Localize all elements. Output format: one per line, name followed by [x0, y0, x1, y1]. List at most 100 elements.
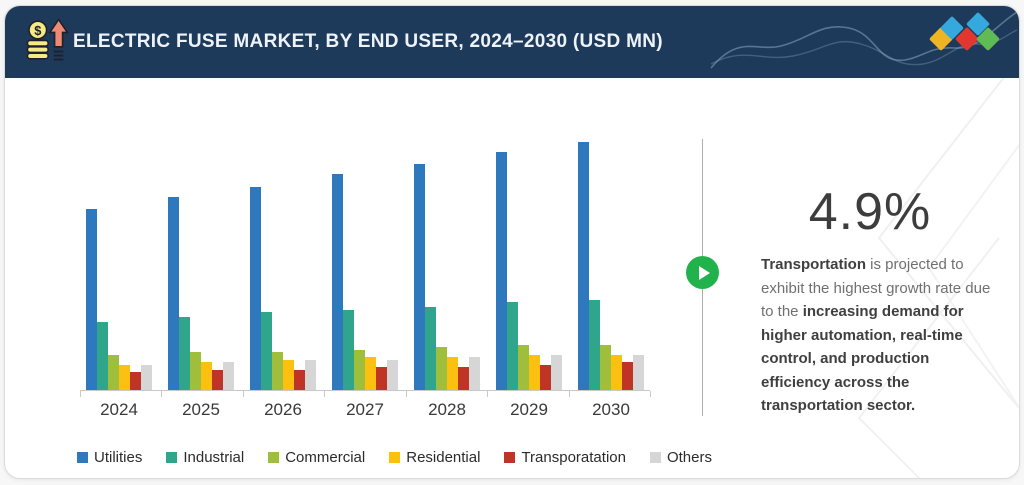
bar-commercial-2027: [354, 349, 365, 390]
bar-residential-2024: [119, 364, 130, 390]
header-bar: $ ELECTRIC FUSE MARKET, BY END USER, 202…: [5, 6, 1019, 78]
bar-others-2024: [141, 364, 152, 390]
bar-group-2026: [250, 139, 316, 390]
bar-industrial-2027: [343, 309, 354, 390]
bar-group-2027: [332, 139, 398, 390]
bar-transporatation-2028: [458, 367, 469, 390]
x-axis-label-2030: 2030: [592, 400, 630, 419]
bar-utilities-2027: [332, 174, 343, 390]
x-axis-label-2027: 2027: [346, 400, 384, 419]
bar-residential-2027: [365, 357, 376, 390]
legend-item-industrial: Industrial: [166, 449, 244, 466]
bar-commercial-2026: [272, 352, 283, 390]
x-axis-label-2028: 2028: [428, 400, 466, 419]
bar-transporatation-2027: [376, 367, 387, 390]
bar-residential-2030: [611, 354, 622, 390]
logo-diamond: [955, 27, 979, 51]
bar-others-2029: [551, 354, 562, 390]
infographic-card: $ ELECTRIC FUSE MARKET, BY END USER, 202…: [4, 5, 1020, 479]
bar-residential-2028: [447, 357, 458, 390]
bar-utilities-2028: [414, 164, 425, 390]
legend-item-utilities: Utilities: [77, 449, 142, 466]
legend-item-transporatation: Transporatation: [504, 449, 626, 466]
bar-chart-plot: [80, 139, 650, 391]
wave-decoration: [710, 11, 1018, 69]
legend-label: Residential: [406, 449, 481, 466]
bar-group-2025: [168, 139, 234, 390]
logo-diamond: [940, 16, 964, 40]
legend-item-residential: Residential: [389, 449, 480, 466]
brand-logo-diamonds: [929, 12, 1000, 51]
x-axis-label-2024: 2024: [100, 400, 138, 419]
legend-item-commercial: Commercial: [268, 449, 365, 466]
bar-others-2025: [223, 362, 234, 390]
play-button[interactable]: [686, 256, 719, 289]
bar-utilities-2024: [86, 209, 97, 390]
x-axis-label-2025: 2025: [182, 400, 220, 419]
legend-swatch: [504, 452, 516, 463]
insight-text: Transportation is projected to exhibit t…: [761, 256, 991, 414]
x-axis-label-2029: 2029: [510, 400, 548, 419]
bar-utilities-2030: [578, 141, 589, 390]
bar-industrial-2029: [507, 302, 518, 390]
axis-tick: [324, 391, 326, 397]
legend-label: Industrial: [183, 449, 245, 466]
legend-label: Commercial: [285, 449, 366, 466]
bar-others-2030: [633, 354, 644, 390]
bar-transporatation-2024: [130, 372, 141, 390]
svg-text:$: $: [34, 23, 41, 38]
legend-swatch: [77, 452, 88, 463]
bar-industrial-2024: [97, 322, 108, 390]
bar-group-2029: [496, 139, 562, 390]
bar-residential-2029: [529, 354, 540, 390]
bar-others-2026: [305, 359, 316, 390]
axis-tick: [487, 391, 489, 397]
bar-industrial-2026: [261, 312, 272, 390]
bar-others-2027: [387, 359, 398, 390]
bar-utilities-2026: [250, 186, 261, 390]
axis-tick: [80, 391, 81, 397]
logo-diamond: [976, 27, 1000, 51]
axis-tick: [568, 391, 570, 397]
legend-swatch: [166, 452, 178, 463]
chart-legend: Utilities Industrial Commercial Residential…: [77, 449, 712, 466]
growth-rate-value: 4.9%: [808, 183, 932, 241]
money-growth-icon: $: [26, 18, 69, 61]
legend-swatch: [649, 452, 661, 463]
legend-swatch: [389, 452, 401, 463]
bar-group-2030: [578, 139, 644, 390]
legend-item-others: Others: [649, 449, 712, 466]
bar-group-2024: [86, 139, 152, 390]
axis-tick: [161, 391, 163, 397]
axis-tick: [242, 391, 244, 397]
axis-tick: [405, 391, 407, 397]
bar-transporatation-2029: [540, 364, 551, 390]
x-axis-label-2026: 2026: [264, 400, 302, 419]
bar-industrial-2028: [425, 307, 436, 390]
bar-others-2028: [469, 357, 480, 390]
logo-diamond: [966, 12, 990, 36]
bar-residential-2026: [283, 359, 294, 390]
bar-industrial-2025: [179, 317, 190, 390]
bar-commercial-2025: [190, 352, 201, 390]
x-axis-labels: 2024 2025 2026 2027 2028 2029 2030: [80, 400, 650, 420]
bar-transporatation-2030: [622, 362, 633, 390]
bar-commercial-2030: [600, 344, 611, 390]
bar-industrial-2030: [589, 299, 600, 390]
bar-utilities-2029: [496, 151, 507, 390]
axis-tick: [650, 391, 651, 397]
legend-label: Transporatation: [521, 449, 626, 466]
bar-transporatation-2025: [212, 369, 223, 390]
play-icon: [698, 265, 710, 280]
bar-commercial-2024: [108, 354, 119, 390]
page-title: ELECTRIC FUSE MARKET, BY END USER, 2024–…: [73, 31, 663, 52]
legend-label: Utilities: [94, 449, 143, 466]
bar-transporatation-2026: [294, 369, 305, 390]
bar-residential-2025: [201, 362, 212, 390]
x-axis-ticks: [80, 391, 651, 397]
bar-group-2028: [414, 139, 480, 390]
bar-commercial-2028: [436, 347, 447, 390]
legend-swatch: [268, 452, 280, 463]
legend-label: Others: [666, 449, 712, 466]
bar-utilities-2025: [168, 196, 179, 390]
